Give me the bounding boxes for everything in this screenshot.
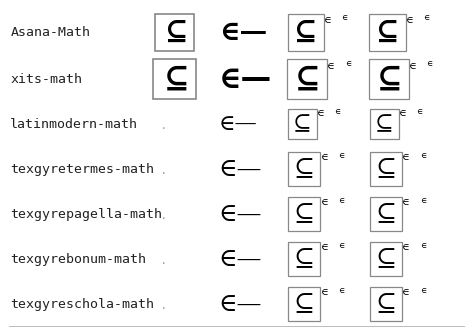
Text: ∈: ∈	[419, 287, 426, 295]
FancyBboxPatch shape	[155, 14, 194, 51]
Text: ∈: ∈	[317, 109, 325, 118]
Text: ∈: ∈	[402, 198, 410, 207]
Text: ∈—: ∈—	[219, 157, 262, 181]
Text: ⊆: ⊆	[295, 64, 320, 94]
Text: ∈: ∈	[423, 14, 429, 22]
Text: ⊆: ⊆	[375, 203, 396, 226]
FancyBboxPatch shape	[369, 14, 406, 51]
Text: ∈: ∈	[320, 198, 328, 207]
Text: ∈—: ∈—	[219, 64, 272, 94]
Text: ∈: ∈	[402, 244, 410, 253]
Text: texgyrebonum-math: texgyrebonum-math	[10, 253, 146, 266]
Text: ∈—: ∈—	[219, 113, 257, 135]
Text: ⊆: ⊆	[375, 248, 396, 271]
Text: .: .	[160, 299, 168, 312]
Text: ∈: ∈	[402, 288, 410, 297]
Text: ∈—: ∈—	[219, 248, 262, 271]
Text: .: .	[160, 209, 168, 222]
Text: ∈: ∈	[406, 16, 413, 25]
Text: ⊆: ⊆	[293, 113, 312, 135]
Text: ∈: ∈	[409, 62, 417, 71]
Text: ⊆: ⊆	[293, 248, 315, 271]
Text: ∈: ∈	[402, 153, 410, 162]
Text: ⊆: ⊆	[375, 157, 396, 181]
Text: .: .	[160, 254, 168, 267]
Text: ⊆: ⊆	[164, 64, 189, 94]
Text: ∈: ∈	[427, 60, 433, 68]
FancyBboxPatch shape	[369, 59, 409, 99]
Text: ∈: ∈	[345, 60, 351, 68]
Text: ∈: ∈	[338, 287, 344, 295]
Text: ∈: ∈	[399, 109, 407, 118]
Text: ∈: ∈	[320, 288, 328, 297]
Text: Asana-Math: Asana-Math	[10, 26, 91, 39]
Text: ∈: ∈	[341, 14, 347, 22]
Text: ∈: ∈	[419, 242, 426, 250]
Text: ∈—: ∈—	[219, 203, 262, 226]
Text: ⊆: ⊆	[375, 113, 393, 135]
FancyBboxPatch shape	[370, 197, 402, 231]
Text: ∈: ∈	[320, 153, 328, 162]
Text: ∈: ∈	[328, 62, 335, 71]
Text: ∈—: ∈—	[219, 19, 267, 46]
Text: latinmodern-math: latinmodern-math	[10, 118, 138, 131]
Text: xits-math: xits-math	[10, 73, 82, 85]
Text: ∈: ∈	[338, 152, 344, 160]
FancyBboxPatch shape	[287, 59, 328, 99]
Text: ∈: ∈	[320, 244, 328, 253]
Text: ⊆: ⊆	[375, 293, 396, 316]
Text: ⊆: ⊆	[376, 19, 399, 46]
FancyBboxPatch shape	[370, 287, 402, 321]
FancyBboxPatch shape	[288, 14, 324, 51]
FancyBboxPatch shape	[370, 243, 402, 276]
FancyBboxPatch shape	[153, 59, 196, 99]
Text: ⊆: ⊆	[376, 64, 402, 94]
FancyBboxPatch shape	[288, 287, 320, 321]
Text: texgyretermes-math: texgyretermes-math	[10, 162, 155, 176]
Text: ∈: ∈	[419, 152, 426, 160]
FancyBboxPatch shape	[370, 109, 399, 139]
FancyBboxPatch shape	[370, 152, 402, 186]
Text: ⊆: ⊆	[293, 293, 315, 316]
Text: ⊆: ⊆	[293, 157, 315, 181]
Text: ∈—: ∈—	[219, 293, 262, 316]
FancyBboxPatch shape	[288, 197, 320, 231]
Text: ⊆: ⊆	[165, 19, 188, 46]
Text: ∈: ∈	[338, 242, 344, 250]
Text: ∈: ∈	[338, 197, 344, 205]
Text: ⊆: ⊆	[293, 203, 315, 226]
Text: ∈: ∈	[324, 16, 331, 25]
Text: ∈: ∈	[334, 108, 340, 116]
FancyBboxPatch shape	[288, 152, 320, 186]
Text: texgyrepagella-math: texgyrepagella-math	[10, 208, 163, 221]
FancyBboxPatch shape	[288, 243, 320, 276]
Text: .: .	[160, 164, 168, 177]
Text: ∈: ∈	[416, 108, 422, 116]
Text: texgyreschola-math: texgyreschola-math	[10, 298, 155, 311]
FancyBboxPatch shape	[288, 109, 317, 139]
Text: ∈: ∈	[419, 197, 426, 205]
Text: ⊆: ⊆	[294, 19, 317, 46]
Text: .: .	[160, 119, 168, 132]
